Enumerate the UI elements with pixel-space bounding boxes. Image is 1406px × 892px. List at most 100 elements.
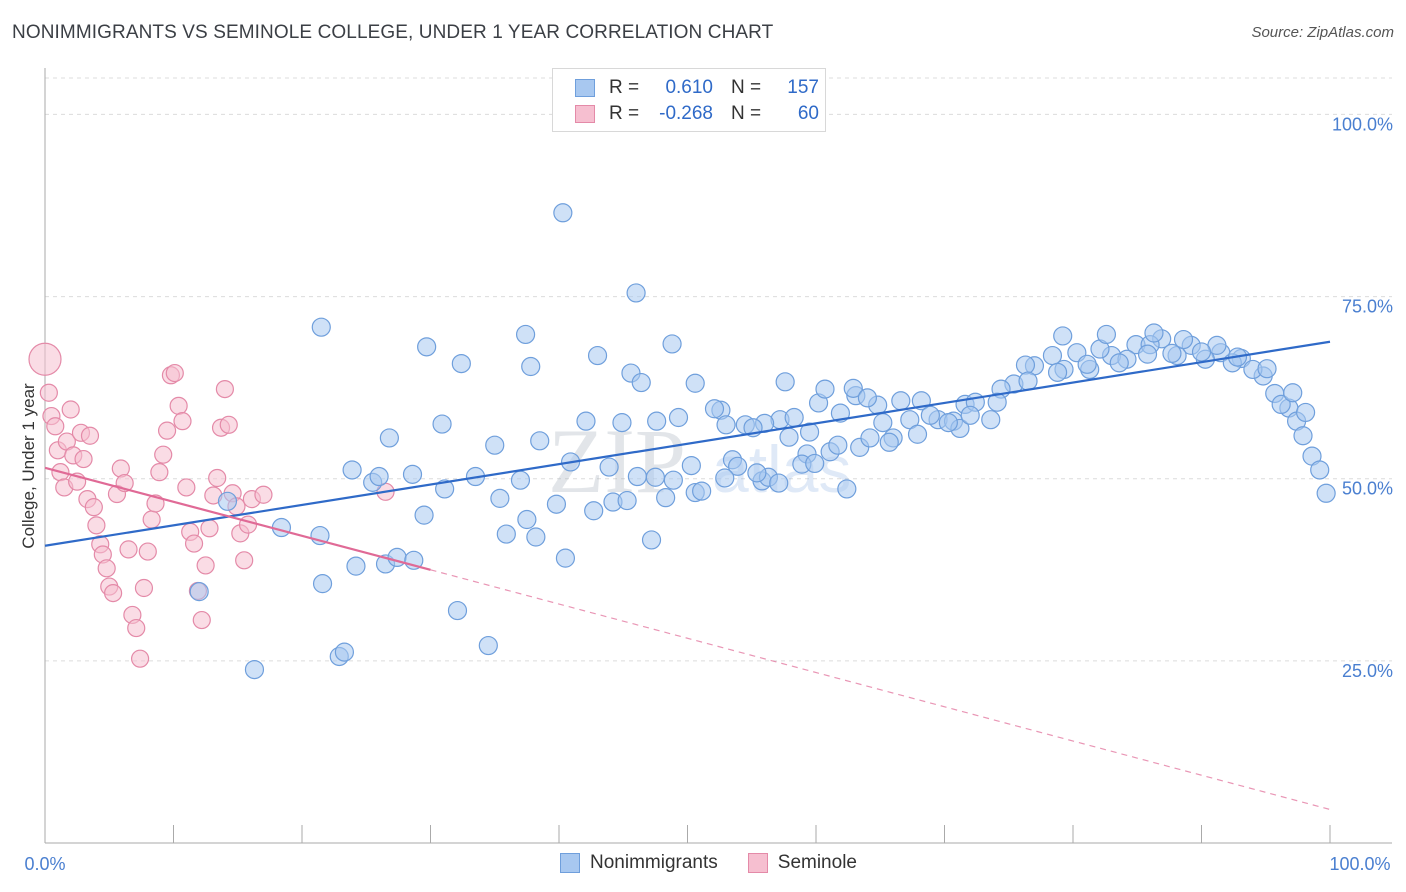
nonimmigrants-point <box>641 530 662 550</box>
nonimmigrants-point <box>342 460 362 480</box>
nonimmigrants-point <box>576 411 596 431</box>
nonimmigrants-point <box>805 453 825 474</box>
seminole-point <box>208 468 227 488</box>
nonimmigrants-point <box>1047 362 1068 382</box>
nonimmigrants-point <box>873 413 893 433</box>
nonimmigrants-point <box>584 501 604 521</box>
nonimmigrants-point <box>799 422 820 442</box>
seminole-trend-line <box>44 466 431 571</box>
nonimmigrants-point <box>1137 344 1158 364</box>
nonimmigrants-point <box>1191 342 1212 362</box>
nonimmigrants-point <box>1173 329 1194 350</box>
nonimmigrants-point <box>217 491 238 511</box>
nonimmigrants-point <box>432 414 452 434</box>
seminole-point <box>154 445 173 464</box>
nonimmigrants-point <box>784 407 804 428</box>
nonimmigrants-points <box>189 203 1336 680</box>
legend-n-label: N = <box>731 103 762 124</box>
seminole-point <box>138 542 157 561</box>
seminole-point <box>84 498 103 517</box>
nonimmigrants-point <box>627 466 647 487</box>
grid-lines <box>45 77 1392 662</box>
x-tick-label-min: 0.0% <box>24 854 65 874</box>
legend-label-nonimmigrants: Nonimmigrants <box>590 852 718 873</box>
nonimmigrants-point <box>1295 402 1316 423</box>
nonimmigrants-point <box>510 470 531 490</box>
seminole-point <box>254 485 273 504</box>
seminole-point <box>127 618 146 638</box>
source-label: Source: ZipAtlas.com <box>1251 24 1394 41</box>
seminole-point <box>150 463 169 482</box>
nonimmigrants-point <box>555 548 576 568</box>
nonimmigrants-point <box>526 527 546 547</box>
nonimmigrants-point <box>747 463 767 483</box>
seminole-point <box>61 400 80 419</box>
seminole-point <box>39 383 58 402</box>
stats-legend: R = 0.610 N = 157 R = -0.268 N = 60 <box>552 68 826 132</box>
nonimmigrants-point <box>843 378 863 398</box>
nonimmigrants-point <box>599 457 619 477</box>
nonimmigrants-trend-line <box>44 340 1331 547</box>
nonimmigrants-point <box>478 635 498 656</box>
seminole-point <box>87 516 106 535</box>
nonimmigrants-point <box>530 431 550 451</box>
seminole-point <box>119 540 138 559</box>
seminole-point <box>192 610 211 630</box>
nonimmigrants-point <box>334 642 355 662</box>
nonimmigrants-point <box>860 428 880 448</box>
nonimmigrants-point <box>645 467 665 487</box>
nonimmigrants-point <box>837 479 857 499</box>
seminole-point <box>157 421 177 440</box>
legend-swatch-pink <box>575 105 595 123</box>
legend-row-seminole: R = -0.268 N = 60 <box>575 103 819 125</box>
nonimmigrants-point <box>1316 483 1336 503</box>
nonimmigrants-point <box>189 582 209 602</box>
nonimmigrants-point <box>244 659 265 680</box>
legend-swatch-blue <box>560 853 580 873</box>
nonimmigrants-point <box>656 488 676 508</box>
nonimmigrants-point <box>587 345 608 366</box>
seminole-point <box>80 426 100 445</box>
nonimmigrants-point <box>668 407 689 428</box>
nonimmigrants-point <box>612 413 632 433</box>
legend-r-value: 0.610 <box>665 77 713 98</box>
nonimmigrants-point <box>1077 354 1097 374</box>
y-tick-label: 100.0% <box>1332 114 1393 134</box>
seminole-points <box>28 342 395 668</box>
nonimmigrants-point <box>521 356 541 377</box>
seminole-point <box>169 396 188 415</box>
seminole-point <box>74 449 93 469</box>
nonimmigrants-point <box>402 464 423 484</box>
nonimmigrants-point <box>981 410 1001 430</box>
nonimmigrants-point <box>728 456 748 476</box>
nonimmigrants-point <box>920 405 940 425</box>
nonimmigrants-point <box>891 391 911 411</box>
y-tick-label: 75.0% <box>1342 297 1393 317</box>
nonimmigrants-point <box>1293 426 1313 446</box>
y-axis-label: College, Under 1 year <box>19 383 38 549</box>
seminole-point <box>130 649 150 668</box>
x-tick-label-max: 100.0% <box>1329 854 1390 874</box>
nonimmigrants-point <box>715 468 735 488</box>
seminole-point <box>173 412 192 431</box>
seminole-point <box>219 415 238 434</box>
seminole-point <box>238 515 258 534</box>
legend-label-seminole: Seminole <box>777 852 857 873</box>
seminole-trend-extension <box>430 569 1331 811</box>
nonimmigrants-point <box>515 324 536 345</box>
nonimmigrants-point <box>775 372 795 392</box>
nonimmigrants-point <box>1283 383 1303 403</box>
seminole-point <box>134 578 154 598</box>
nonimmigrants-point <box>685 373 705 393</box>
nonimmigrants-point <box>1257 359 1277 379</box>
nonimmigrants-point <box>769 473 789 493</box>
nonimmigrants-point <box>496 524 516 544</box>
seminole-point <box>200 519 219 538</box>
nonimmigrants-point <box>907 424 928 444</box>
legend-r-value: -0.268 <box>659 103 713 124</box>
tick-labels: 25.0% 50.0% 75.0% 100.0% 0.0% 100.0% <box>24 114 1393 874</box>
nonimmigrants-point <box>346 556 366 576</box>
nonimmigrants-point <box>617 490 637 511</box>
nonimmigrants-point <box>779 427 799 447</box>
nonimmigrants-point <box>647 411 667 431</box>
